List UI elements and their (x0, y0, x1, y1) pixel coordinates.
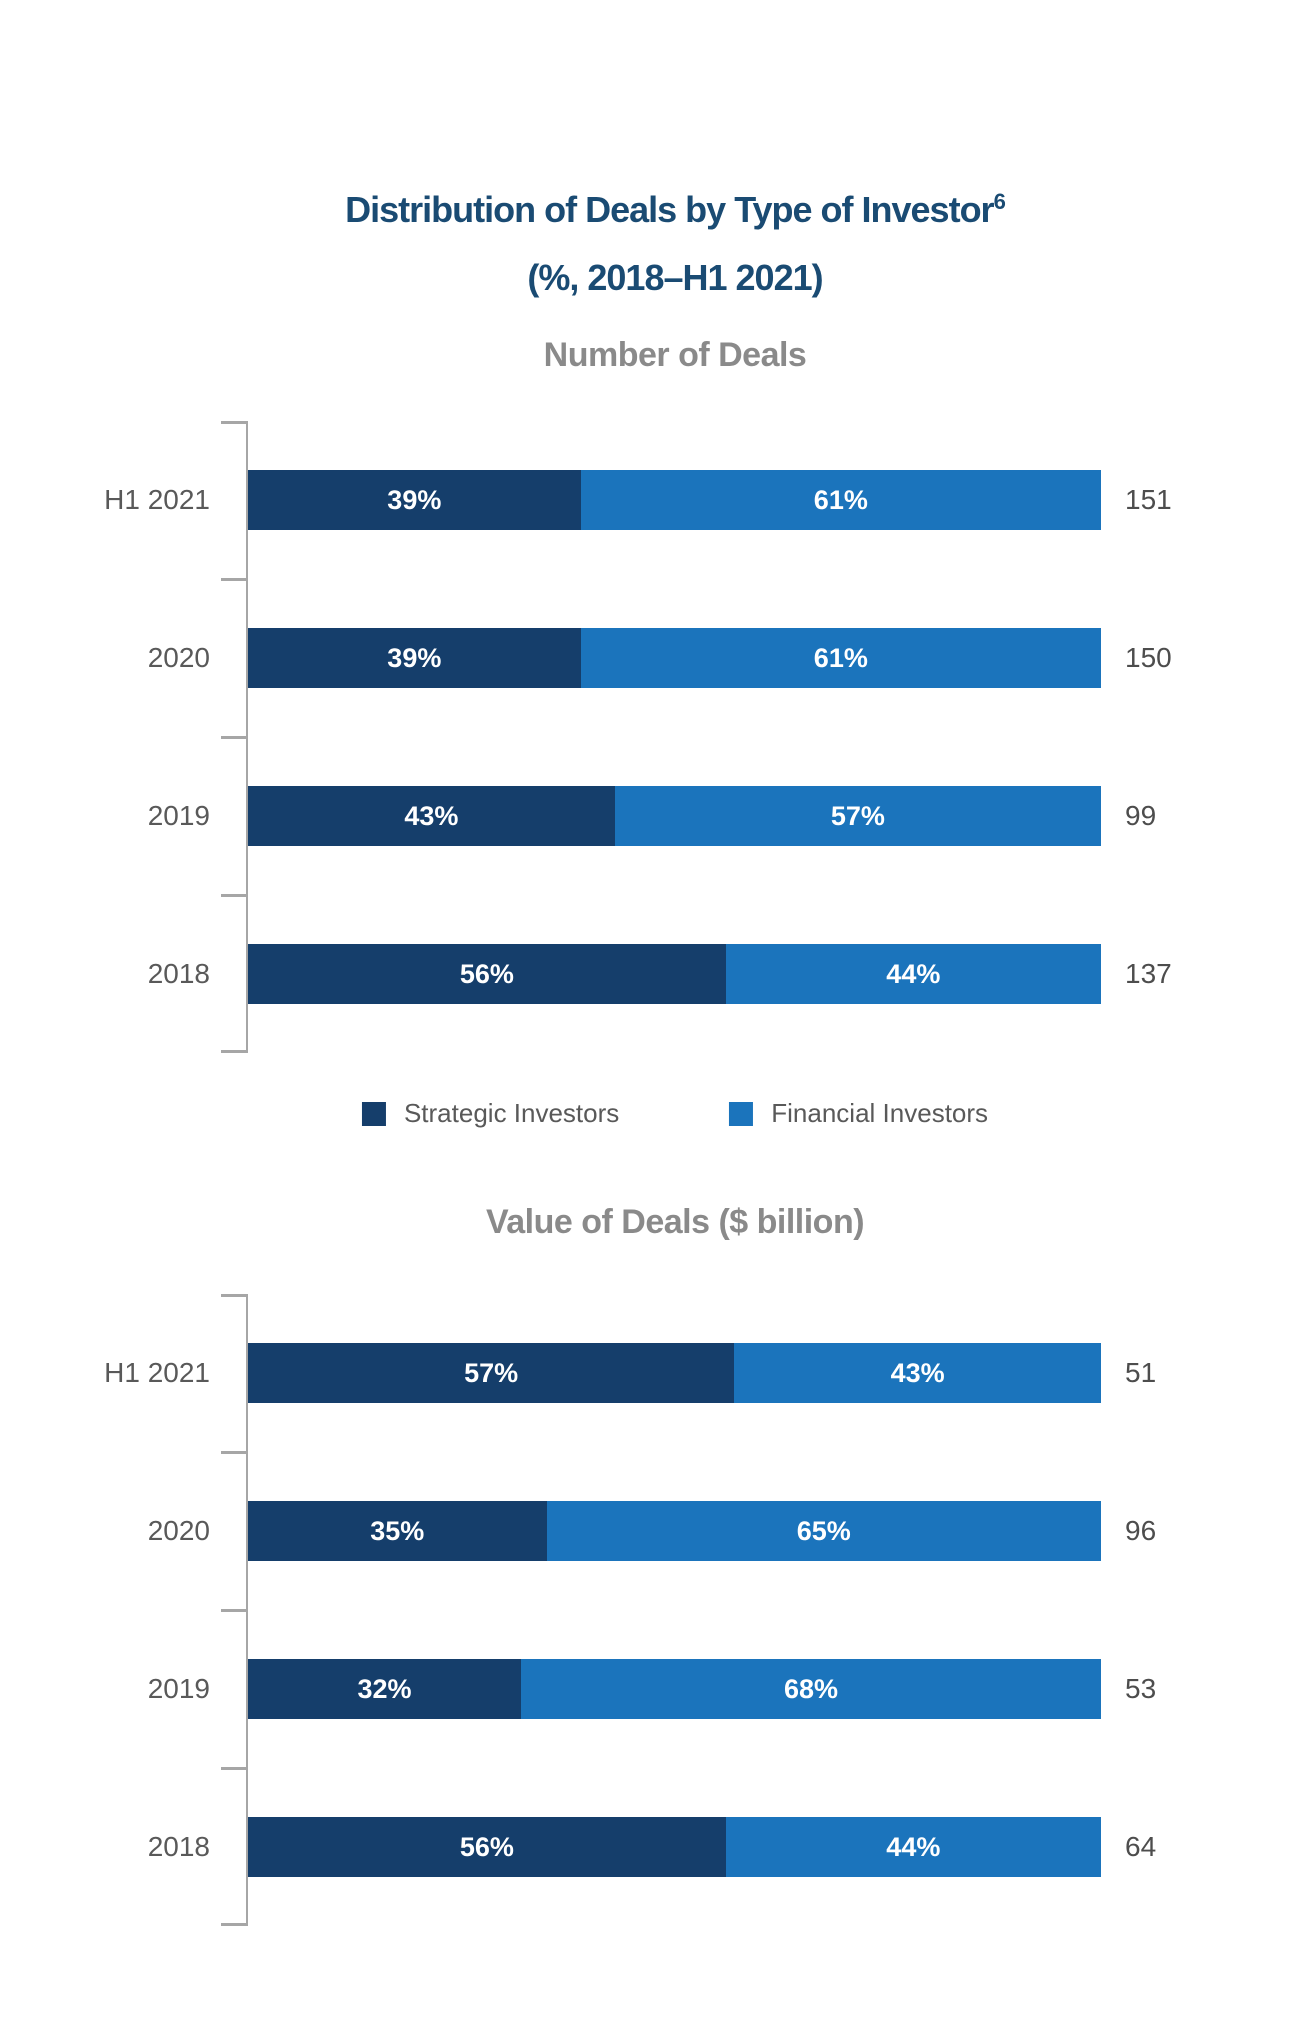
bar-value-label: 57% (830, 800, 885, 831)
axis-tick (221, 421, 247, 424)
bar-track: 32% 68% (248, 1659, 1101, 1719)
category-label: H1 2021 (104, 484, 210, 515)
total-label: 151 (1125, 484, 1172, 515)
strategic-bar-segment: 39% (248, 628, 581, 688)
bar-value-label: 56% (459, 958, 514, 989)
bar-value-label: 39% (387, 484, 442, 515)
total-label: 150 (1125, 642, 1172, 673)
bar-value-label: 43% (404, 800, 459, 831)
chart1-title: Number of Deals (543, 336, 807, 374)
chart-row: 2020 39% 61% 150 (0, 579, 1299, 737)
category-label: 2020 (147, 642, 210, 673)
bar-track: 39% 61% (248, 470, 1101, 530)
chart-row: 2018 56% 44% 137 (0, 895, 1299, 1053)
bar-value-label: 65% (796, 1515, 851, 1546)
bar-value-label: 44% (886, 958, 941, 989)
legend-item-financial: Financial Investors (729, 1098, 988, 1129)
financial-bar-segment: 43% (734, 1343, 1101, 1403)
strategic-bar-segment: 39% (248, 470, 581, 530)
financial-bar-segment: 44% (725, 1817, 1101, 1877)
financial-bar-segment: 61% (580, 628, 1101, 688)
strategic-bar-segment: 35% (248, 1501, 547, 1561)
category-label: 2018 (147, 1831, 210, 1862)
total-label: 64 (1125, 1831, 1157, 1862)
strategic-bar-segment: 57% (248, 1343, 735, 1403)
bar-value-label: 43% (890, 1357, 945, 1388)
bar-track: 56% 44% (248, 944, 1101, 1004)
chart2-title: Value of Deals ($ billion) (485, 1203, 865, 1241)
financial-bar-segment: 65% (546, 1501, 1101, 1561)
bar-value-label: 39% (387, 642, 442, 673)
bar-value-label: 68% (783, 1673, 838, 1704)
strategic-bar-segment: 56% (248, 944, 726, 1004)
total-label: 53 (1125, 1673, 1157, 1704)
axis-tick (221, 1050, 247, 1053)
axis-tick (221, 1767, 247, 1770)
footnote-superscript: 6 (993, 189, 1006, 214)
axis-tick (221, 1609, 247, 1612)
category-label: 2018 (147, 958, 210, 989)
legend: Strategic Investors Financial Investors (361, 1098, 988, 1129)
category-label: 2019 (147, 800, 210, 831)
total-label: 96 (1125, 1515, 1157, 1546)
chart-row: 2020 35% 65% 96 (0, 1452, 1299, 1610)
chart-number-of-deals: H1 2021 39% 61% 151 2020 39% 61% 150 201… (0, 421, 1299, 1053)
figure-title-line2: (%, 2018–H1 2021) (527, 257, 823, 298)
axis-tick (221, 1294, 247, 1297)
bar-track: 35% 65% (248, 1501, 1101, 1561)
bar-track: 56% 44% (248, 1817, 1101, 1877)
legend-item-strategic: Strategic Investors (361, 1098, 620, 1129)
bar-value-label: 32% (357, 1673, 412, 1704)
chart-row: H1 2021 57% 43% 51 (0, 1294, 1299, 1452)
strategic-bar-segment: 56% (248, 1817, 726, 1877)
bar-value-label: 61% (813, 484, 868, 515)
chart-row: 2019 43% 57% 99 (0, 737, 1299, 895)
category-label: 2019 (147, 1673, 210, 1704)
financial-bar-segment: 57% (614, 786, 1101, 846)
figure-title-line1: Distribution of Deals by Type of Investo… (345, 189, 1006, 230)
legend-label: Strategic Investors (403, 1098, 620, 1128)
strategic-bar-segment: 43% (248, 786, 615, 846)
total-label: 51 (1125, 1357, 1157, 1388)
bar-value-label: 61% (813, 642, 868, 673)
bar-value-label: 57% (464, 1357, 519, 1388)
axis-tick (221, 894, 247, 897)
bar-track: 39% 61% (248, 628, 1101, 688)
financial-bar-segment: 44% (725, 944, 1101, 1004)
bar-value-label: 44% (886, 1831, 941, 1862)
strategic-color-swatch (361, 1101, 386, 1126)
total-label: 99 (1125, 800, 1157, 831)
category-label: 2020 (147, 1515, 210, 1546)
financial-bar-segment: 68% (520, 1659, 1101, 1719)
bar-track: 57% 43% (248, 1343, 1101, 1403)
chart-row: 2018 56% 44% 64 (0, 1768, 1299, 1926)
strategic-bar-segment: 32% (248, 1659, 521, 1719)
bar-track: 43% 57% (248, 786, 1101, 846)
axis-tick (221, 578, 247, 581)
axis-tick (221, 736, 247, 739)
total-label: 137 (1125, 958, 1172, 989)
bar-value-label: 35% (370, 1515, 425, 1546)
chart-row: 2019 32% 68% 53 (0, 1610, 1299, 1768)
chart-row: H1 2021 39% 61% 151 (0, 421, 1299, 579)
financial-color-swatch (729, 1101, 754, 1126)
bar-value-label: 56% (459, 1831, 514, 1862)
category-label: H1 2021 (104, 1357, 210, 1388)
figure-title: Distribution of Deals by Type of Investo… (125, 176, 1225, 312)
financial-bar-segment: 61% (580, 470, 1101, 530)
axis-tick (221, 1923, 247, 1926)
y-axis-line (246, 1294, 248, 1926)
chart-value-of-deals: H1 2021 57% 43% 51 2020 35% 65% 96 2019 … (0, 1294, 1299, 1926)
legend-label: Financial Investors (771, 1098, 989, 1128)
axis-tick (221, 1451, 247, 1454)
y-axis-line (246, 421, 248, 1053)
